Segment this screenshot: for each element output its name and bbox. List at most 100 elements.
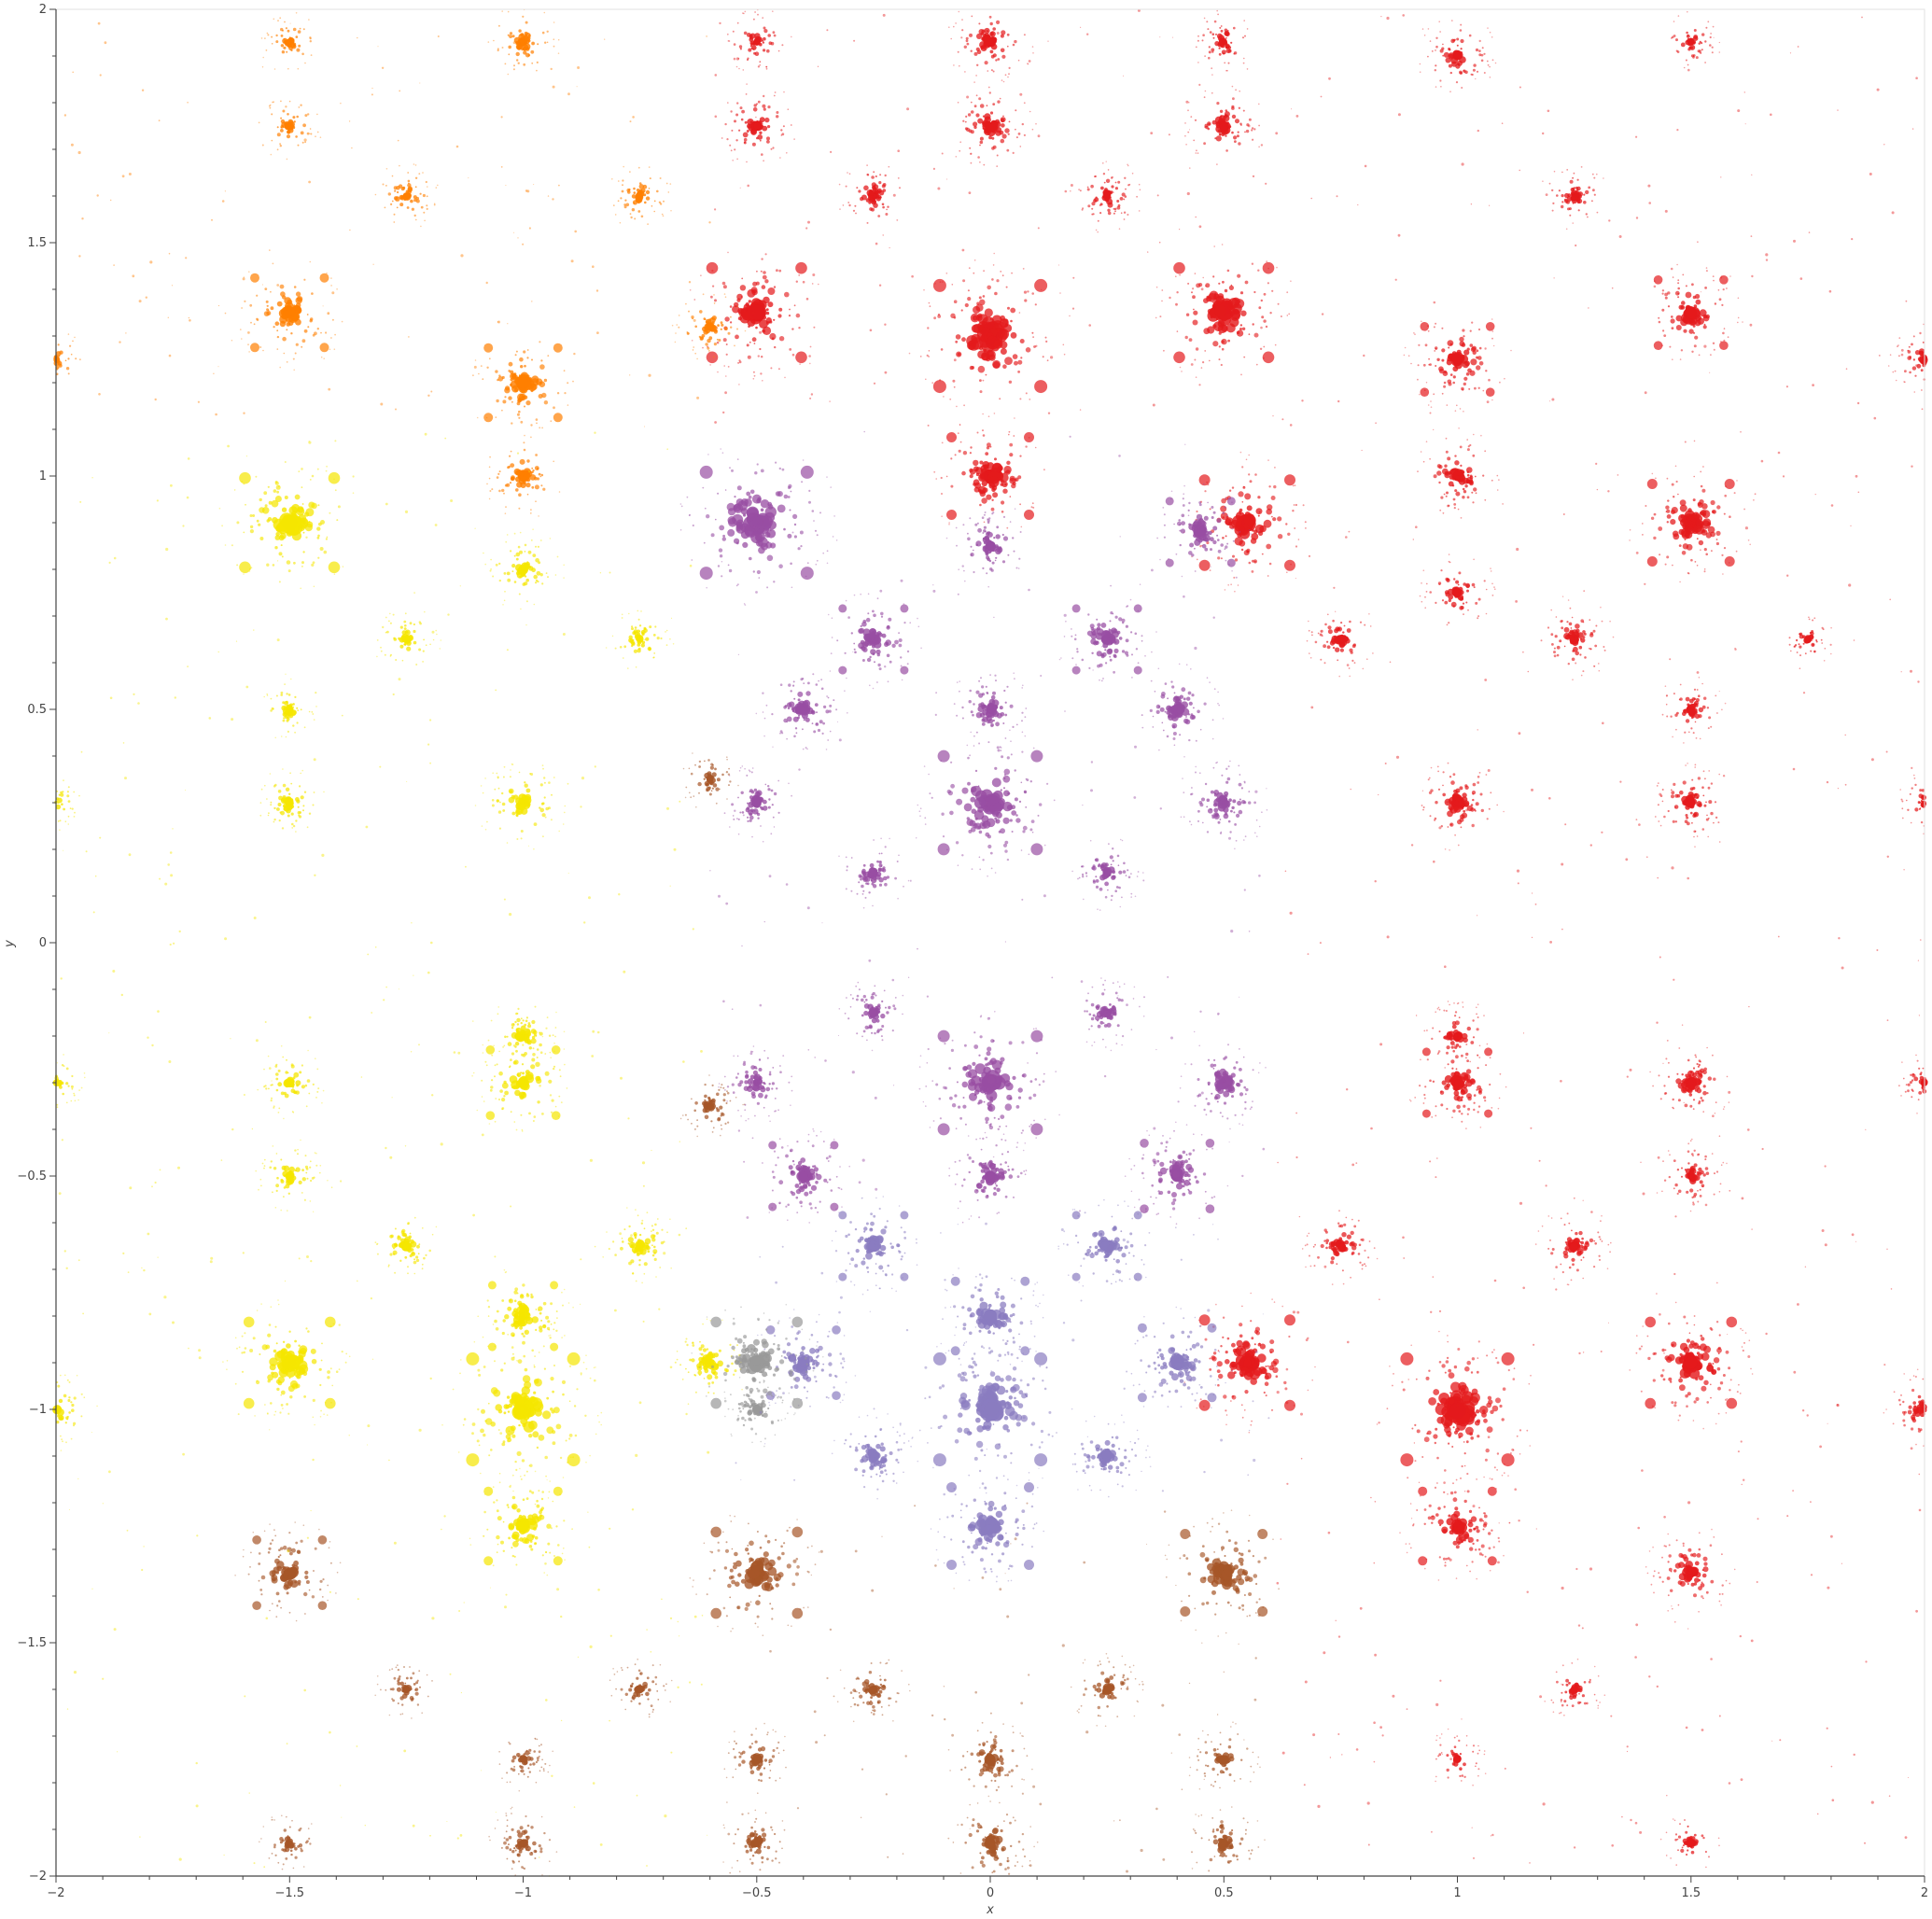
- scatter-point: [970, 452, 972, 454]
- scatter-point: [1000, 271, 1001, 273]
- scatter-point: [1139, 210, 1141, 212]
- scatter-point: [1700, 1195, 1702, 1198]
- scatter-point: [1559, 189, 1561, 191]
- scatter-point: [1660, 825, 1662, 827]
- scatter-point: [1404, 355, 1406, 357]
- scatter-point: [511, 422, 512, 424]
- scatter-point: [1496, 1469, 1498, 1471]
- scatter-point: [1471, 492, 1473, 494]
- scatter-point: [1225, 1351, 1228, 1353]
- scatter-point: [746, 161, 748, 163]
- scatter-point: [1196, 511, 1197, 512]
- scatter-point: [1478, 1507, 1480, 1509]
- scatter-point: [796, 281, 798, 283]
- scatter-point: [1004, 128, 1009, 133]
- scatter-point: [1485, 1459, 1488, 1462]
- scatter-point: [1008, 133, 1010, 135]
- scatter-point: [1343, 1283, 1345, 1285]
- scatter-point: [989, 446, 991, 448]
- scatter-point: [1918, 1395, 1922, 1399]
- scatter-point: [1450, 1492, 1453, 1494]
- scatter-point: [1487, 61, 1489, 63]
- scatter-point: [1905, 1091, 1907, 1093]
- scatter-point: [1695, 1055, 1697, 1057]
- scatter-point: [544, 400, 548, 404]
- scatter-point: [1337, 1241, 1340, 1244]
- scatter-point: [1219, 27, 1221, 29]
- scatter-point: [1737, 322, 1739, 324]
- scatter-point: [1241, 1306, 1243, 1308]
- scatter-point: [1704, 324, 1706, 326]
- scatter-point: [1559, 1713, 1561, 1715]
- scatter-point: [1718, 1838, 1720, 1840]
- scatter-point: [1894, 1391, 1896, 1393]
- scatter-point: [744, 32, 748, 35]
- scatter-point: [735, 139, 737, 141]
- scatter-point: [1210, 508, 1211, 510]
- scatter-point: [1233, 309, 1235, 311]
- scatter-point: [983, 164, 985, 166]
- scatter-point: [1458, 1002, 1460, 1004]
- scatter-point: [1479, 1552, 1482, 1555]
- scatter-point: [1904, 382, 1906, 384]
- scatter-point: [1555, 1266, 1558, 1268]
- scatter-point: [735, 335, 739, 340]
- scatter-point: [1435, 1758, 1437, 1760]
- scatter-point: [1482, 47, 1484, 49]
- scatter-point: [1240, 311, 1246, 316]
- scatter-point: [1706, 270, 1708, 272]
- scatter-point: [1920, 1076, 1924, 1080]
- scatter-point: [1696, 801, 1701, 806]
- scatter-point: [1218, 283, 1220, 285]
- scatter-point: [1184, 1381, 1186, 1383]
- scatter-point: [1713, 280, 1715, 282]
- scatter-point: [863, 186, 869, 191]
- scatter-point: [1251, 129, 1253, 131]
- scatter-point: [1314, 1244, 1316, 1246]
- scatter-point: [798, 327, 800, 329]
- scatter-point: [1542, 180, 1544, 182]
- scatter-point: [1441, 1364, 1445, 1367]
- scatter-point: [1321, 630, 1323, 633]
- scatter-point: [1444, 1469, 1447, 1472]
- scatter-point: [1332, 1247, 1337, 1252]
- scatter-point: [1022, 123, 1024, 125]
- scatter-point: [1156, 287, 1158, 288]
- scatter-point: [942, 442, 944, 444]
- scatter-point: [1423, 806, 1425, 808]
- scatter-point: [1286, 571, 1288, 573]
- scatter-point: [1503, 1387, 1506, 1391]
- scatter-point: [1702, 1574, 1707, 1578]
- scatter-point: [1417, 379, 1419, 381]
- scatter-point: [896, 219, 898, 221]
- scatter-point: [1477, 1028, 1479, 1030]
- scatter-point: [1327, 614, 1329, 616]
- scatter-point: [1483, 1477, 1485, 1478]
- scatter-point: [1680, 1849, 1684, 1853]
- scatter-point: [1722, 332, 1725, 335]
- scatter-point: [778, 308, 782, 312]
- scatter-point: [987, 122, 998, 133]
- scatter-point: [1457, 1524, 1462, 1529]
- scatter-point: [761, 153, 763, 156]
- scatter-point: [1446, 1108, 1448, 1110]
- scatter-point: [1435, 801, 1437, 804]
- scatter-point: [1667, 1534, 1669, 1535]
- scatter-point: [1687, 1059, 1690, 1062]
- scatter-point: [1091, 202, 1095, 205]
- scatter-point: [1483, 1419, 1488, 1423]
- scatter-point: [1498, 479, 1500, 481]
- scatter-point: [1488, 379, 1491, 382]
- scatter-point: [1429, 591, 1432, 594]
- scatter-point: [1701, 1337, 1704, 1340]
- scatter-point: [1214, 293, 1216, 295]
- scatter-point: [1796, 639, 1798, 641]
- scatter-point: [1448, 505, 1449, 507]
- scatter-point: [1484, 1750, 1486, 1752]
- scatter-point: [980, 141, 984, 145]
- scatter-point: [1451, 1116, 1453, 1118]
- scatter-point: [1452, 39, 1455, 42]
- scatter-point: [1683, 1844, 1685, 1846]
- scatter-point: [1450, 1041, 1455, 1045]
- scatter-point: [1179, 274, 1181, 276]
